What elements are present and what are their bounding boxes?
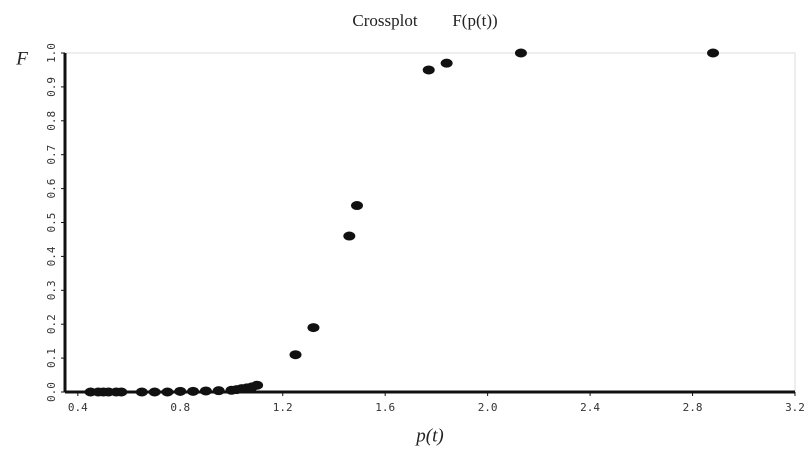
point (199, 386, 212, 396)
plot-area (64, 52, 796, 393)
y-tick-label: 0.4 (45, 246, 58, 266)
x-tick-label: 3.2 (785, 401, 805, 414)
point (135, 387, 148, 397)
y-tick-label: 0.1 (45, 348, 58, 368)
point (251, 380, 264, 390)
y-tick-label: 0.3 (45, 280, 58, 300)
y-tick-label: 0.7 (45, 145, 58, 165)
x-tick-label: 0.8 (170, 401, 190, 414)
x-tick-label: 2.0 (478, 401, 498, 414)
y-tick-label: 0.9 (45, 77, 58, 97)
x-tick-label: 2.8 (683, 401, 703, 414)
x-tick-label: 1.6 (375, 401, 395, 414)
y-tick-label: 0.5 (45, 213, 58, 233)
point (707, 48, 720, 58)
point (343, 231, 356, 241)
point (212, 386, 225, 396)
point (115, 387, 128, 397)
y-tick-label: 1.0 (45, 43, 58, 63)
x-tick-label: 2.4 (580, 401, 600, 414)
point (187, 386, 200, 396)
point (161, 387, 174, 397)
point (148, 387, 161, 397)
point (422, 65, 435, 75)
y-axis-label: F (15, 48, 28, 69)
chart-subtitle: F(p(t)) (452, 11, 497, 30)
x-axis-label: p(t) (414, 425, 443, 446)
point (307, 323, 320, 333)
x-tick-label: 1.2 (273, 401, 293, 414)
point (514, 48, 527, 58)
y-tick-label: 0.2 (45, 314, 58, 334)
point (289, 350, 302, 360)
y-tick-label: 0.8 (45, 111, 58, 131)
x-tick-label: 0.4 (68, 401, 88, 414)
point (440, 58, 453, 68)
point (351, 201, 363, 211)
y-tick-label: 0.6 (45, 179, 58, 199)
point (174, 386, 187, 396)
y-tick-label: 0.0 (45, 382, 58, 402)
chart-title: Crossplot (352, 11, 417, 30)
